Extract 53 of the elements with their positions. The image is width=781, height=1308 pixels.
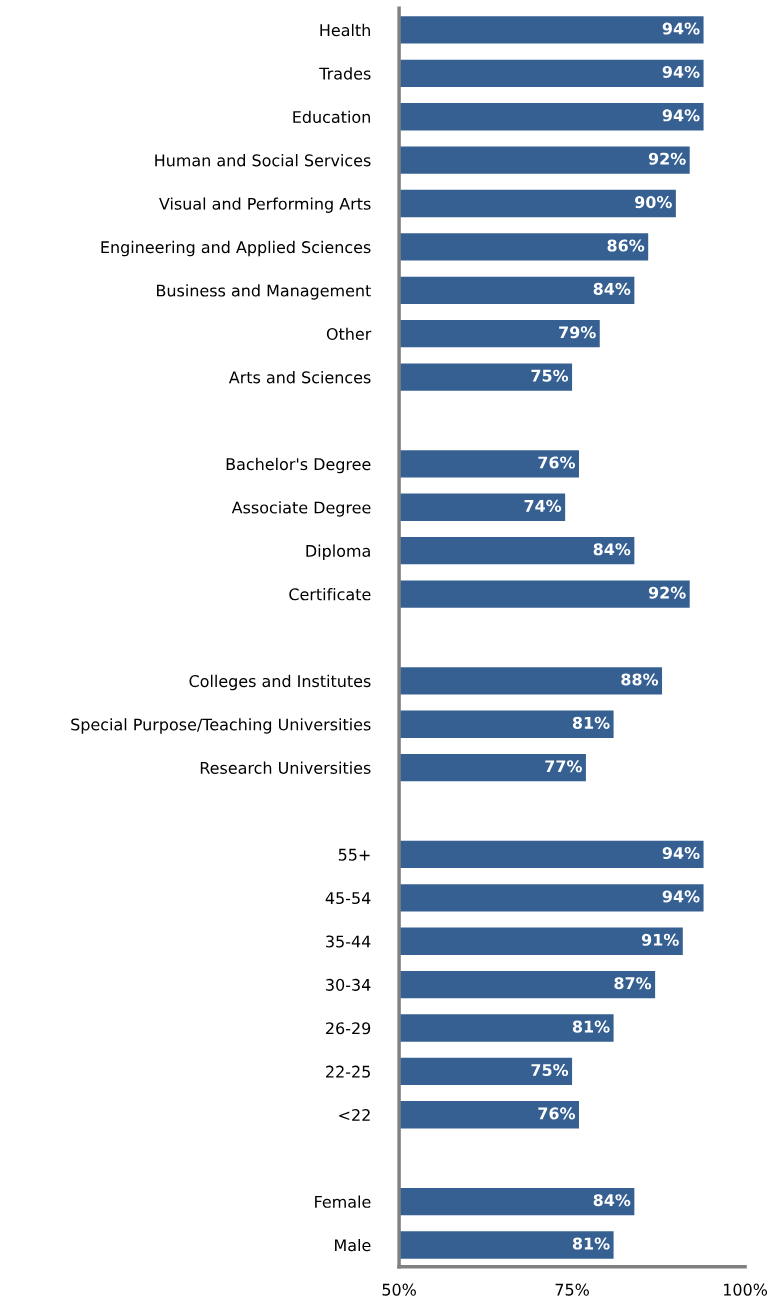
data-label: 75% (531, 1063, 569, 1077)
data-label: 94% (662, 109, 700, 122)
y-tick-label: Female (315, 1195, 371, 1208)
data-label: 76% (538, 1107, 576, 1120)
y-tick-label: Engineering and Applied Sciences (101, 240, 371, 257)
x-tick-label: 50% (382, 1283, 416, 1296)
data-label: 92% (648, 152, 686, 165)
data-label: 91% (641, 933, 679, 946)
y-tick-label: Health (320, 23, 370, 37)
data-label: 84% (593, 543, 631, 556)
y-tick-label: Visual and Performing Arts (159, 197, 371, 213)
y-tick-label: Male (335, 1238, 371, 1252)
data-label: 81% (572, 1020, 610, 1033)
data-label: 94% (662, 65, 700, 78)
data-label: 84% (593, 1194, 631, 1207)
y-tick-label: Education (293, 110, 370, 124)
data-label: 76% (538, 456, 576, 469)
y-tick-label: Special Purpose/Teaching Universities (71, 718, 371, 734)
y-tick-label: 22-25 (326, 1065, 370, 1078)
y-tick-label: Trades (319, 67, 371, 80)
data-label: 84% (593, 282, 631, 295)
y-tick-label: Colleges and Institutes (189, 674, 371, 691)
y-tick-label: Other (326, 327, 372, 340)
data-label: 87% (614, 977, 652, 990)
y-tick-label: 35-44 (326, 935, 371, 948)
y-tick-label: 30-34 (326, 978, 371, 991)
y-tick-label: Business and Management (157, 284, 371, 300)
y-tick-label: Human and Social Services (155, 154, 371, 167)
y-tick-label: Diploma (306, 544, 370, 561)
data-label: 77% (545, 760, 582, 773)
x-tick-label: 75% (555, 1283, 589, 1296)
data-label: 75% (531, 369, 569, 382)
y-tick-label: 55+ (338, 848, 370, 861)
data-label: 79% (559, 326, 596, 339)
data-label: 94% (662, 846, 700, 860)
data-label: 88% (621, 673, 659, 686)
y-tick-label: Arts and Sciences (228, 371, 371, 384)
y-tick-label: <22 (339, 1109, 370, 1121)
data-label: 81% (572, 716, 610, 729)
y-tick-label: Research Universities (200, 761, 371, 774)
data-label: 90% (635, 196, 672, 209)
x-tick-label: 100% (724, 1283, 768, 1296)
y-tick-label: Bachelor's Degree (226, 457, 371, 474)
y-tick-label: 45-54 (325, 892, 371, 905)
data-label: 86% (607, 239, 645, 252)
data-label: 81% (572, 1237, 610, 1250)
y-tick-label: Certificate (289, 587, 371, 601)
data-label: 94% (662, 22, 700, 35)
y-tick-label: Associate Degree (231, 501, 371, 517)
y-tick-label: 26-29 (326, 1022, 371, 1035)
data-label: 74% (524, 499, 562, 512)
data-label: 94% (662, 890, 700, 903)
data-label: 92% (648, 586, 686, 599)
